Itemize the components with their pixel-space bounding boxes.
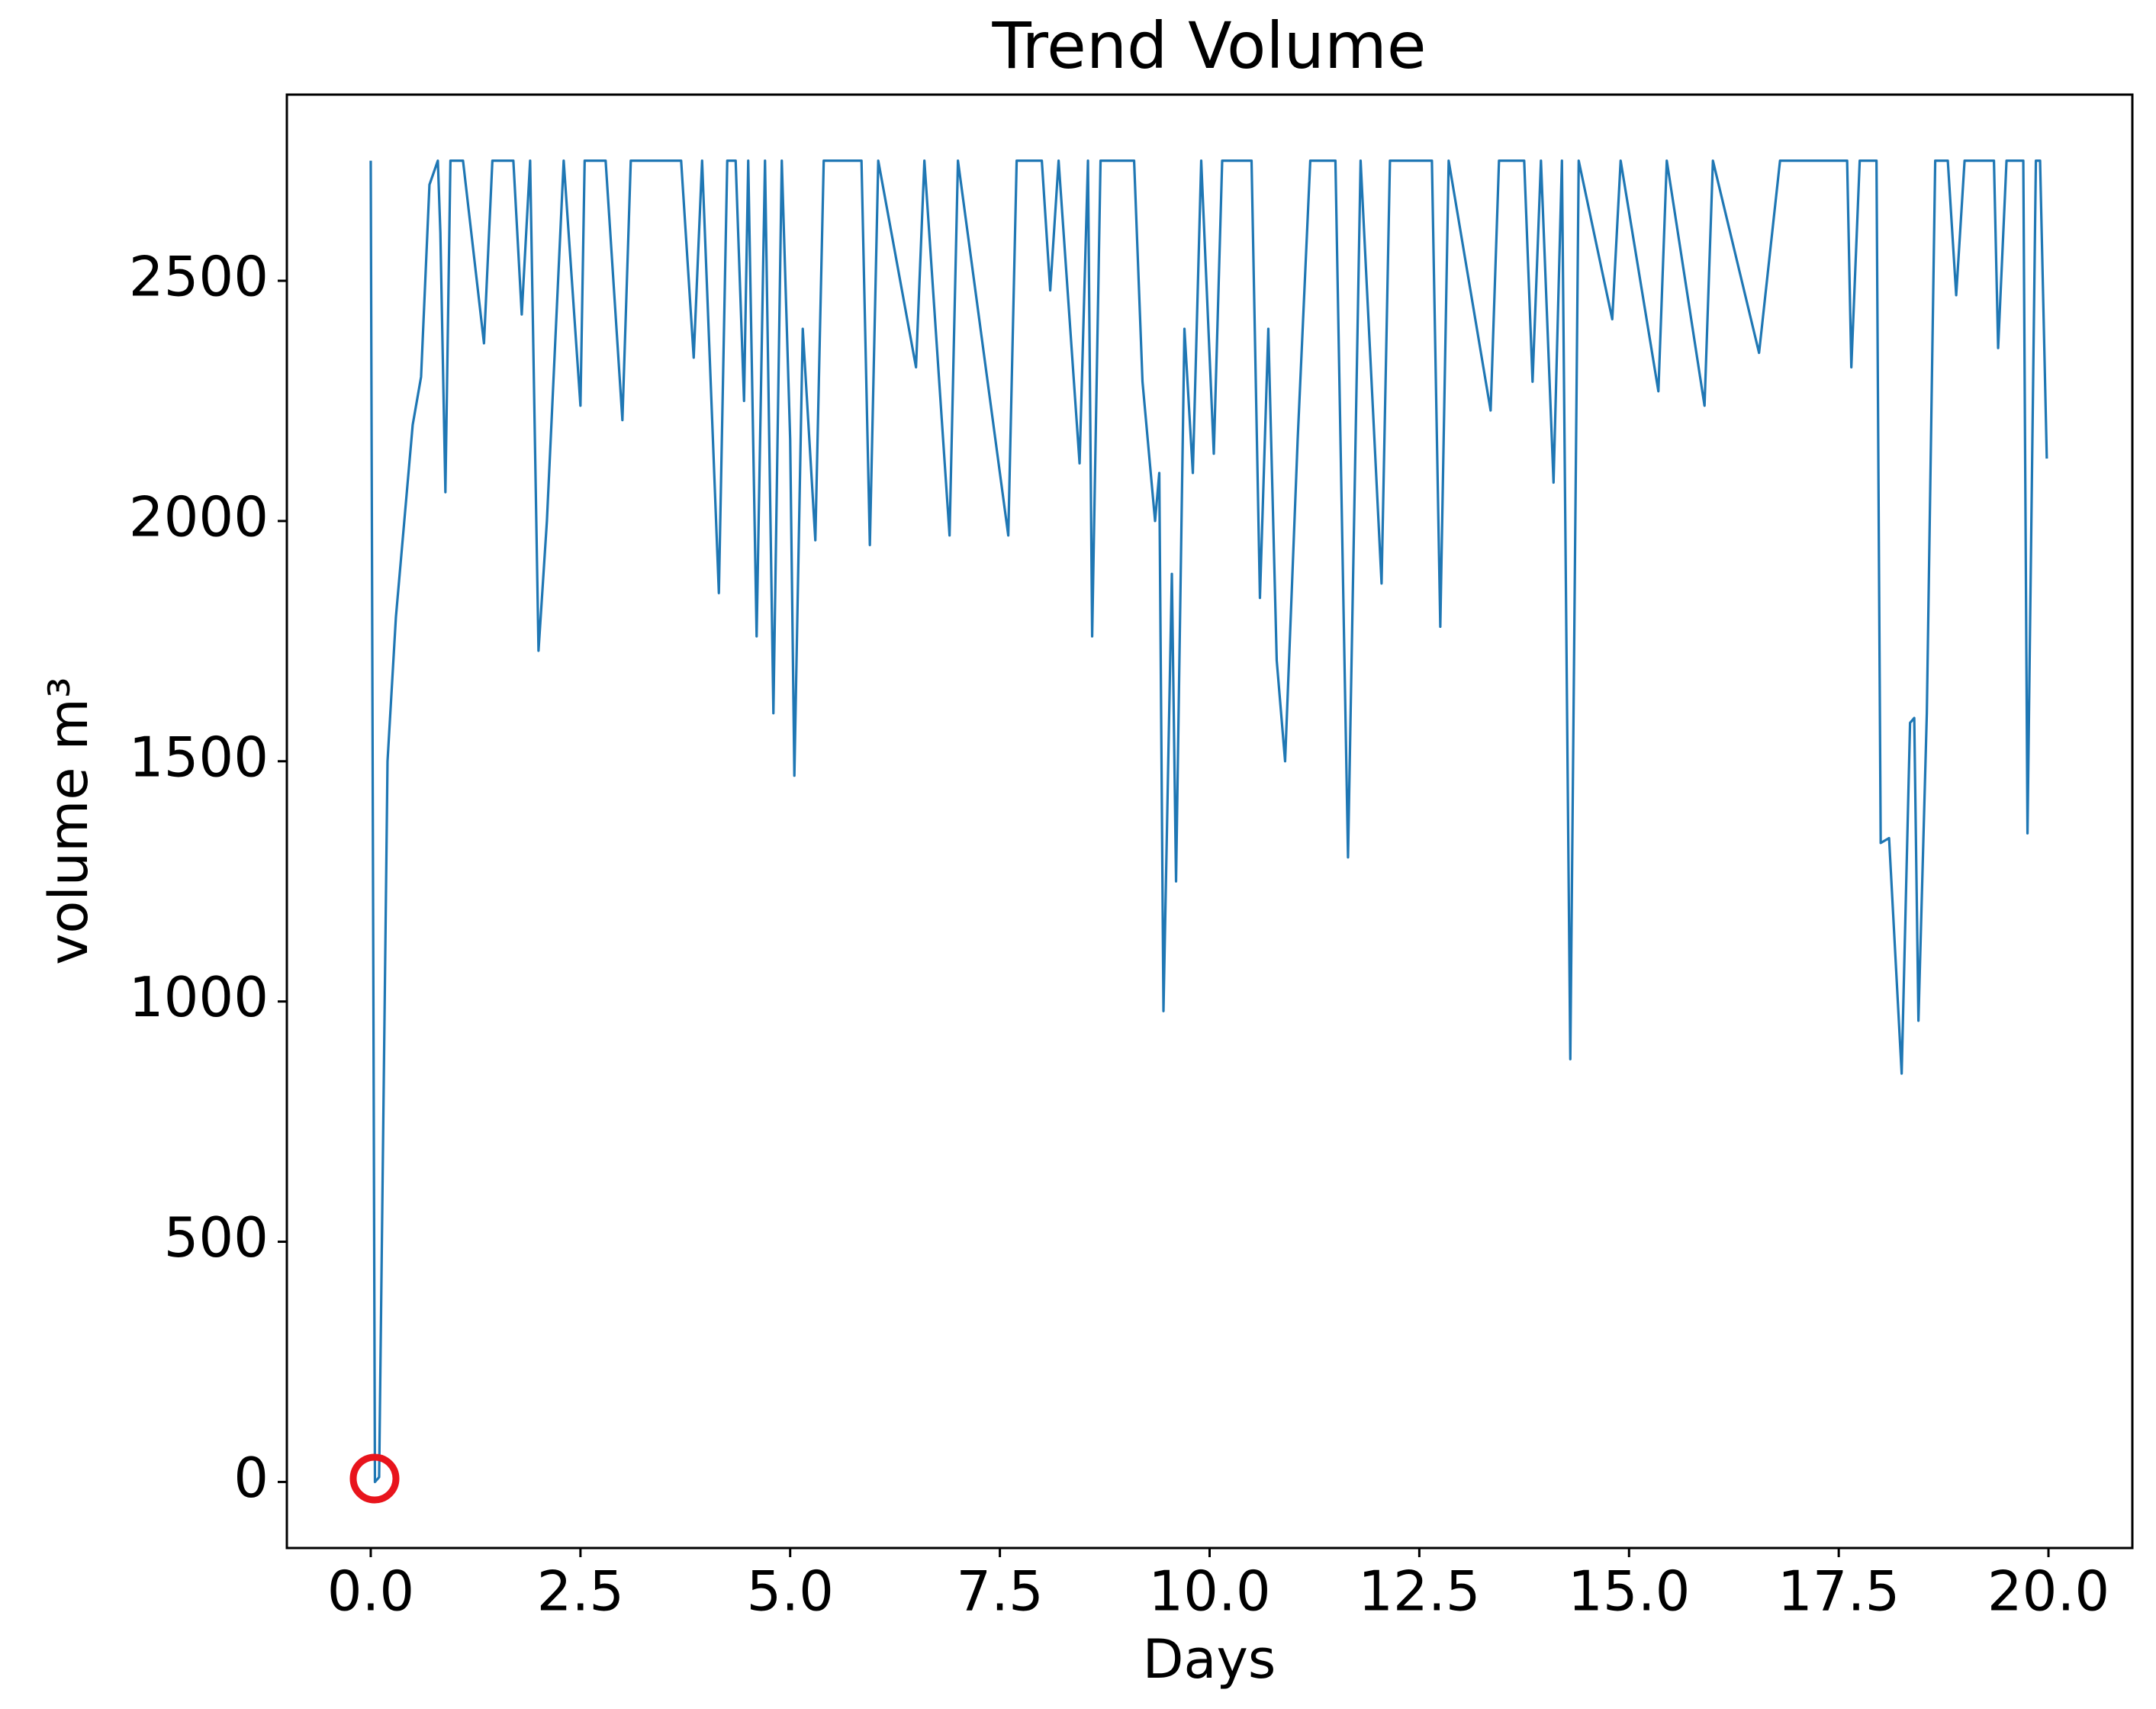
x-tick-label: 17.5 [1778, 1559, 1900, 1624]
x-tick-label: 12.5 [1358, 1559, 1480, 1624]
x-tick-label: 20.0 [1987, 1559, 2109, 1624]
data-line [369, 159, 2048, 1484]
highlight-circle [349, 1453, 400, 1504]
x-tick-label: 15.0 [1568, 1559, 1690, 1624]
y-tick-label: 2000 [129, 484, 269, 549]
x-tick-label: 7.5 [956, 1559, 1044, 1624]
y-tick-label: 0 [233, 1446, 269, 1510]
y-tick-label: 1500 [129, 725, 269, 789]
y-tick-label: 500 [164, 1205, 269, 1270]
x-tick-label: 0.0 [327, 1559, 415, 1624]
x-tick-label: 5.0 [746, 1559, 834, 1624]
x-tick-label: 10.0 [1148, 1559, 1270, 1624]
x-axis-label: Days [1143, 1628, 1276, 1691]
chart-title: Trend Volume [991, 8, 1426, 83]
y-tick-label: 1000 [129, 965, 269, 1029]
y-axis-label: volume m³ [37, 677, 100, 965]
y-tick-label: 2500 [129, 245, 269, 309]
x-tick-label: 2.5 [537, 1559, 625, 1624]
plot-frame [285, 93, 2134, 1550]
